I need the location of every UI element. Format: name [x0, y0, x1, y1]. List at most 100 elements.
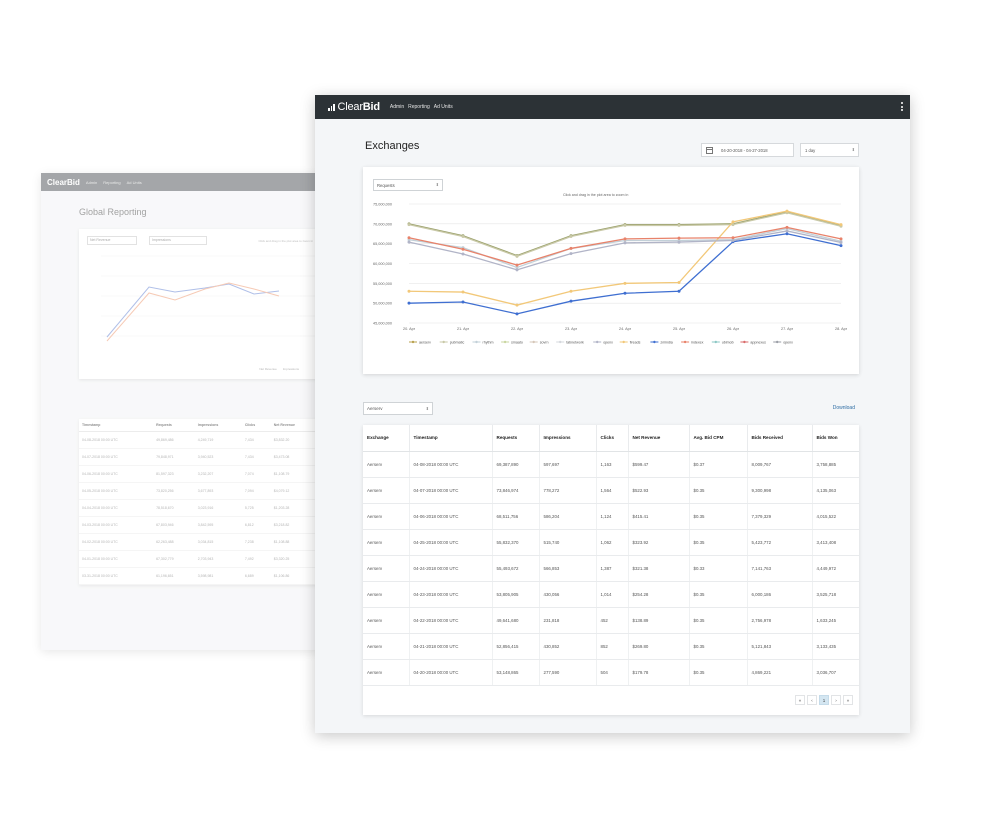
legend-item: indexex — [691, 340, 704, 344]
table-cell: 04-23-2018 00:00 UTC — [409, 581, 493, 608]
col-clicks[interactable]: Clicks — [596, 425, 629, 452]
nav-reporting[interactable]: Reporting — [408, 104, 430, 110]
table-cell: 73,846,974 — [492, 477, 540, 504]
back-table-cell: 6,812 — [241, 516, 271, 534]
back-table-cell: $3,832.20 — [270, 431, 319, 449]
series-point-openx — [839, 240, 843, 244]
download-link[interactable]: Download — [832, 405, 855, 411]
series-point-smaato — [515, 312, 519, 316]
back-col-clicks[interactable]: Clicks — [241, 419, 271, 432]
next-page-button[interactable]: › — [831, 695, 841, 705]
back-col-net-revenue[interactable]: Net Revenue — [270, 419, 319, 432]
back-nav-admin[interactable]: Admin — [85, 179, 98, 185]
table-cell: 55,493,672 — [492, 555, 540, 582]
legend-item: openx — [783, 340, 793, 344]
back-table-cell: 73,820,256 — [153, 482, 195, 500]
legend-item: rhythm — [483, 340, 494, 344]
table-cell: 586,204 — [539, 503, 597, 530]
calendar-icon — [706, 146, 713, 154]
back-table-cell: 3,232,207 — [194, 465, 242, 483]
series-point-rtbhouse — [515, 303, 519, 307]
legend-marker — [442, 340, 445, 344]
exchange-filter-value: Aerserv — [367, 406, 383, 411]
back-col-timestamp[interactable]: Timestamp — [79, 419, 154, 432]
table-cell: 04-25-2018 00:00 UTC — [409, 529, 493, 556]
back-table-cell: 79,848,971 — [153, 448, 195, 466]
back-metric-select-2[interactable]: Impressions — [149, 236, 207, 245]
back-table-cell: 7,074 — [241, 465, 271, 483]
legend-marker — [714, 340, 717, 344]
col-requests[interactable]: Requests — [492, 425, 540, 452]
last-page-button[interactable]: » — [843, 695, 853, 705]
back-chart-legend: Net Revenue Impressions — [259, 367, 299, 371]
back-table-row: 04-04-2018 00:00 UTC 78,518,670 3,023,916 5… — [79, 499, 319, 517]
col-bids-won[interactable]: Bids Won — [812, 425, 859, 452]
back-table-cell: 04-03-2018 00:00 UTC — [79, 516, 154, 534]
back-table-cell: 6,689 — [241, 567, 271, 585]
series-point-openx — [515, 268, 519, 272]
col-exchange[interactable]: Exchange — [363, 425, 410, 452]
series-point-openx — [569, 252, 573, 256]
back-navbar: ClearBid Admin Reporting Ad Units — [41, 173, 326, 191]
series-point-smaato — [461, 300, 465, 304]
col-net-revenue[interactable]: Net Revenue — [628, 425, 690, 452]
first-page-button[interactable]: « — [795, 695, 805, 705]
exchange-report-table: Exchange Timestamp Requests Impressions … — [363, 425, 859, 715]
x-tick-label: 22. Apr — [511, 327, 524, 331]
page-1-button[interactable]: 1 — [819, 695, 829, 705]
table-cell: Aerserv — [363, 529, 410, 556]
table-cell: $0.35 — [689, 607, 748, 634]
back-table-cell: 49,869,486 — [153, 431, 195, 449]
series-line-pubmatic — [408, 212, 842, 258]
prev-page-button[interactable]: ‹ — [807, 695, 817, 705]
x-tick-label: 23. Apr — [565, 327, 578, 331]
back-nav-reporting[interactable]: Reporting — [103, 179, 121, 185]
table-cell: 52,856,415 — [492, 633, 540, 660]
table-cell: $0.35 — [689, 503, 748, 530]
series-point-pubmatic — [569, 235, 573, 239]
date-range-picker[interactable]: 04-20-2018 - 04-27-2018 — [701, 143, 794, 157]
kebab-menu-icon[interactable] — [901, 102, 903, 111]
table-cell: Aerserv — [363, 581, 410, 608]
legend-marker — [683, 340, 687, 344]
brand-logo[interactable]: ClearBid — [328, 101, 380, 113]
back-legend-net-revenue: Net Revenue — [259, 367, 277, 371]
series-point-openx — [731, 238, 735, 242]
exchange-filter-select[interactable]: Aerserv ⬍ — [363, 402, 433, 415]
back-table-cell: 04-05-2018 00:00 UTC — [79, 482, 154, 500]
series-line-smaato — [408, 233, 842, 315]
back-metric-select-1[interactable]: Net Revenue — [87, 236, 137, 245]
exchange-chart-card: 75,000,000 70,000,000 65,000,000 60,000,000… — [363, 167, 859, 374]
nav-admin[interactable]: Admin — [389, 104, 405, 110]
table-cell: 49,641,680 — [492, 607, 540, 634]
requests-line-chart[interactable]: 75,000,000 70,000,000 65,000,000 60,000,000… — [363, 167, 859, 374]
series-point-rtbhouse — [839, 223, 843, 227]
table-cell: 597,697 — [539, 451, 597, 478]
table-cell: 7,379,329 — [747, 503, 813, 530]
table-row: Aerserv 04-22-2018 00:00 UTC 49,641,680 231… — [363, 607, 859, 634]
table-row: Aerserv 04-25-2018 00:00 UTC 55,832,370 515… — [363, 529, 859, 556]
metric-select[interactable]: Requests ⬍ — [373, 179, 443, 191]
col-bids-received[interactable]: Bids Received — [747, 425, 813, 452]
table-cell: 430,056 — [539, 581, 597, 608]
col-impressions[interactable]: Impressions — [539, 425, 597, 452]
col-timestamp[interactable]: Timestamp — [409, 425, 493, 452]
table-cell: 5,121,843 — [747, 633, 813, 660]
table-cell: 4,135,063 — [812, 477, 859, 504]
col-avg-bid-cpm[interactable]: Avg. Bid CPM — [689, 425, 748, 452]
back-nav-ad-units[interactable]: Ad Units — [126, 179, 142, 185]
back-table-cell: 67,803,946 — [153, 516, 195, 534]
back-col-requests[interactable]: Requests — [153, 419, 195, 432]
table-cell: 4,015,522 — [812, 503, 859, 530]
series-point-openx — [785, 229, 789, 233]
legend-marker — [532, 340, 535, 344]
interval-select[interactable]: 1 day ⬍ — [800, 143, 859, 157]
table-cell: 04-06-2018 00:00 UTC — [409, 503, 493, 530]
series-point-indexex — [515, 263, 519, 267]
back-col-impressions[interactable]: Impressions — [194, 419, 242, 432]
back-line-chart — [101, 255, 315, 342]
table-cell: 04-24-2018 00:00 UTC — [409, 555, 493, 582]
table-cell: 04-20-2018 00:00 UTC — [409, 659, 493, 686]
nav-ad-units[interactable]: Ad Units — [433, 104, 453, 110]
back-table-row: 04-08-2018 00:00 UTC 49,869,486 4,249,719 7… — [79, 431, 319, 449]
